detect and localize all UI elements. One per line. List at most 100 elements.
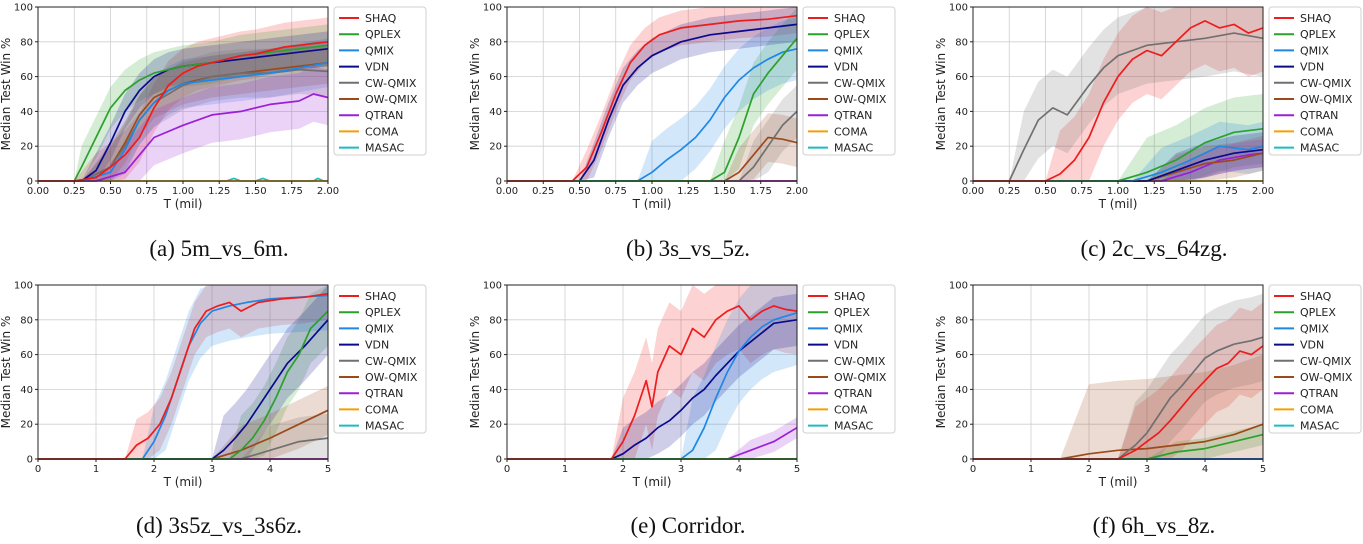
y-tick-label: 20	[20, 420, 33, 431]
legend-entry-qmix: QMIX	[834, 44, 863, 57]
x-tick-label: 1.25	[677, 186, 699, 197]
legend-entry-masac: MASAC	[1300, 142, 1340, 155]
y-tick-label: 80	[489, 37, 502, 48]
legend-entry-ow-qmix: OW-QMIX	[365, 93, 418, 106]
legend-entry-masac: MASAC	[365, 420, 405, 433]
plot-area	[973, 285, 1263, 459]
legend-entry-qplex: QPLEX	[834, 28, 870, 41]
x-tick-label: 1.75	[281, 186, 303, 197]
band-qmix	[38, 285, 328, 459]
x-tick-label: 4	[1202, 464, 1208, 475]
x-tick-label: 0.25	[998, 186, 1020, 197]
y-tick-label: 60	[20, 72, 33, 83]
legend-entry-cw-qmix: CW-QMIX	[1300, 77, 1352, 90]
y-axis-label: Median Test Win %	[468, 38, 482, 151]
legend-entry-qtran: QTRAN	[1300, 387, 1338, 400]
x-tick-label: 2	[1086, 464, 1092, 475]
chart-panel-2: 0.00 0.25 0.50 0.75 1.00 1.25 1.50 1.75 2.00 0 20 4…	[468, 3, 896, 261]
x-tick-label: 4	[736, 464, 742, 475]
legend-entry-qplex: QPLEX	[834, 306, 870, 319]
x-tick-label: 2.00	[1252, 186, 1274, 197]
legend-entry-qplex: QPLEX	[1300, 306, 1336, 319]
x-tick-label: 1.25	[208, 186, 230, 197]
line-shaq	[507, 305, 798, 460]
line-shaq	[507, 14, 798, 182]
legend-box	[802, 284, 896, 434]
legend-entry-coma: COMA	[834, 403, 868, 416]
legend-entry-masac: MASAC	[834, 420, 874, 433]
legend-entry-qtran: QTRAN	[1300, 109, 1338, 122]
band-ow-qmix	[973, 135, 1263, 181]
legend-entry-coma: COMA	[365, 125, 399, 138]
y-tick-label: 100	[949, 281, 968, 292]
y-tick-label: 40	[955, 385, 968, 396]
y-tick-label: 20	[489, 420, 502, 431]
x-tick-label: 5	[1260, 464, 1266, 475]
legend-entry-vdn: VDN	[834, 61, 858, 74]
legend-entry-vdn: VDN	[365, 339, 389, 352]
legend-entry-qmix: QMIX	[365, 44, 394, 57]
legend-entry-cw-qmix: CW-QMIX	[365, 355, 417, 368]
y-tick-label: 0	[496, 455, 502, 466]
band-qplex	[38, 285, 328, 459]
band-ow-qmix	[38, 41, 328, 181]
legend-entry-qplex: QPLEX	[365, 28, 401, 41]
legend-entry-vdn: VDN	[1300, 339, 1324, 352]
line-masac	[38, 177, 328, 182]
legend-entry-coma: COMA	[365, 403, 399, 416]
line-qmix	[38, 61, 329, 182]
x-tick-label: 1.50	[713, 186, 735, 197]
band-shaq	[973, 302, 1263, 459]
legend-entry-ow-qmix: OW-QMIX	[1300, 371, 1353, 384]
y-tick-label: 40	[489, 107, 502, 118]
band-qmix	[38, 38, 328, 181]
band-vdn	[507, 7, 797, 181]
legend: SHAQ QPLEX QMIX VDN CW-QMIX OW-QMIX QTRAN COMA M…	[333, 6, 427, 156]
x-tick-label: 0.00	[27, 186, 49, 197]
y-tick-label: 0	[27, 177, 33, 188]
legend-entry-cw-qmix: CW-QMIX	[1300, 355, 1352, 368]
y-tick-label: 100	[483, 281, 502, 292]
x-tick-label: 0.50	[568, 186, 590, 197]
line-shaq	[38, 292, 329, 460]
line-vdn	[38, 47, 329, 182]
subfigure-caption: (e) Corridor.	[631, 513, 746, 538]
band-ow-qmix	[973, 354, 1263, 459]
band-ow-qmix	[38, 385, 328, 459]
legend-entry-qtran: QTRAN	[365, 109, 403, 122]
y-tick-label: 100	[14, 281, 33, 292]
band-qtran	[38, 66, 328, 181]
x-tick-label: 3	[1144, 464, 1150, 475]
y-tick-label: 40	[489, 385, 502, 396]
y-tick-label: 80	[20, 315, 33, 326]
legend: SHAQ QPLEX QMIX VDN CW-QMIX OW-QMIX QTRAN COMA M…	[1268, 284, 1362, 434]
x-tick-label: 5	[794, 464, 800, 475]
legend-entry-qmix: QMIX	[365, 322, 394, 335]
legend-box	[333, 6, 427, 156]
legend-entry-shaq: SHAQ	[834, 290, 866, 303]
y-tick-label: 20	[489, 142, 502, 153]
plot-frame	[37, 284, 329, 460]
x-axis-label: T (mil)	[632, 197, 672, 211]
x-tick-label: 3	[678, 464, 684, 475]
legend: SHAQ QPLEX QMIX VDN CW-QMIX OW-QMIX QTRAN COMA M…	[802, 6, 896, 156]
line-qmix	[507, 47, 798, 182]
subfigure-caption: (b) 3s_vs_5z.	[626, 236, 750, 261]
plot-frame	[506, 284, 798, 460]
x-tick-label: 0.25	[63, 186, 85, 197]
y-tick-label: 20	[20, 142, 33, 153]
band-qplex	[38, 24, 328, 182]
y-tick-label: 0	[27, 455, 33, 466]
x-tick-label: 5	[325, 464, 331, 475]
legend-box	[1268, 6, 1362, 156]
legend-entry-qtran: QTRAN	[834, 109, 872, 122]
legend: SHAQ QPLEX QMIX VDN CW-QMIX OW-QMIX QTRAN COMA M…	[1268, 6, 1362, 156]
y-tick-label: 40	[955, 107, 968, 118]
band-cw-qmix	[507, 85, 797, 181]
legend: SHAQ QPLEX QMIX VDN CW-QMIX OW-QMIX QTRAN COMA M…	[802, 284, 896, 434]
legend-entry-ow-qmix: OW-QMIX	[1300, 93, 1353, 106]
y-tick-label: 20	[955, 420, 968, 431]
x-tick-label: 0.75	[605, 186, 627, 197]
legend-entry-masac: MASAC	[365, 142, 405, 155]
